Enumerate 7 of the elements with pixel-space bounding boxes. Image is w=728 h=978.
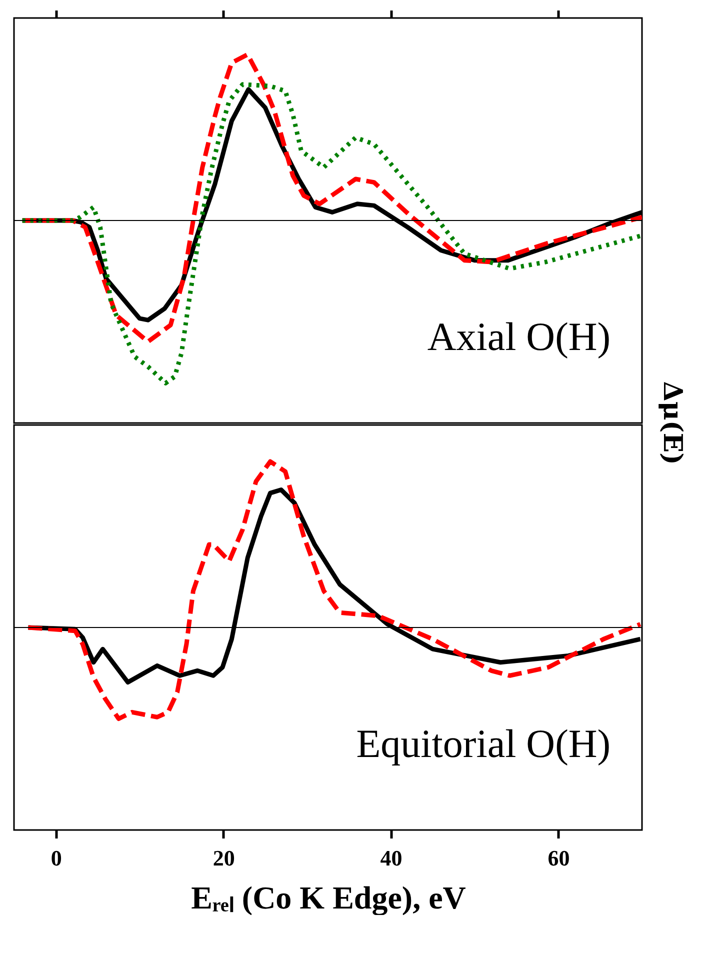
x-tick-label: 20 <box>212 846 235 870</box>
x-tick-label: 40 <box>380 846 402 870</box>
x-tick-label: 60 <box>548 846 570 870</box>
y-axis-title: Δμ(E) <box>657 381 687 465</box>
text: Equitorial O(H) <box>356 720 611 766</box>
annotation: Axial O(H) <box>427 314 611 359</box>
x-tick-label: 0 <box>50 846 62 870</box>
